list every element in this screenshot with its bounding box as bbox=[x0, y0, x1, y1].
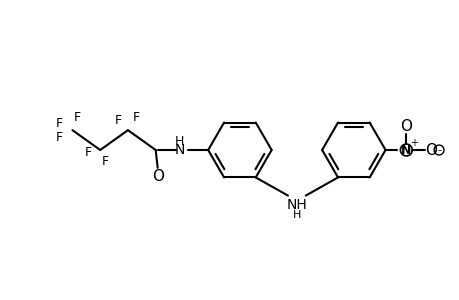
Text: H: H bbox=[174, 135, 184, 148]
Text: -: - bbox=[436, 145, 440, 155]
Text: +: + bbox=[409, 138, 417, 148]
Text: F: F bbox=[84, 146, 92, 160]
Text: H: H bbox=[292, 210, 300, 220]
Text: F: F bbox=[132, 111, 139, 124]
Text: F: F bbox=[56, 117, 63, 130]
Text: F: F bbox=[74, 111, 81, 124]
Text: F: F bbox=[101, 155, 108, 168]
Text: O: O bbox=[151, 169, 163, 184]
Text: O: O bbox=[399, 119, 411, 134]
Text: F: F bbox=[56, 130, 63, 144]
Text: NH: NH bbox=[286, 199, 307, 212]
Text: F: F bbox=[114, 114, 121, 127]
Text: N: N bbox=[174, 143, 184, 157]
Text: N: N bbox=[400, 143, 411, 157]
Text: O: O bbox=[424, 142, 436, 158]
